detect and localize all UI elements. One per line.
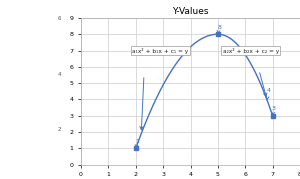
Text: 4: 4 [266, 88, 271, 99]
Text: 1: 1 [135, 139, 139, 147]
Text: 8: 8 [217, 25, 221, 33]
Title: Y-Values: Y-Values [172, 7, 209, 16]
Text: 2: 2 [57, 127, 61, 132]
Text: 3: 3 [272, 106, 276, 115]
Text: 6: 6 [57, 16, 61, 21]
Text: a₂x² + b₂x + c₂ = y: a₂x² + b₂x + c₂ = y [223, 47, 279, 54]
Text: 4: 4 [57, 72, 61, 77]
Text: a₁x² + b₁x + c₁ = y: a₁x² + b₁x + c₁ = y [132, 47, 188, 54]
